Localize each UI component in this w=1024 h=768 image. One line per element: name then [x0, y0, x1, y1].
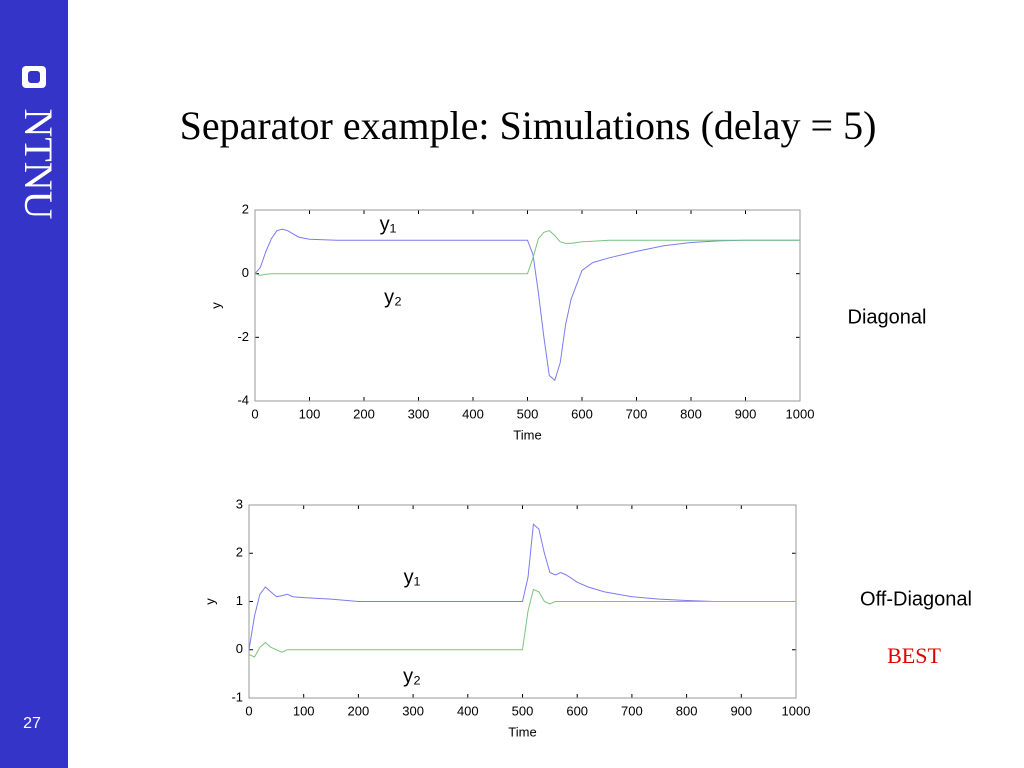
x-axis-label: Time — [513, 427, 541, 442]
logo-icon-inner — [28, 71, 40, 83]
plot-frame — [254, 209, 801, 402]
x-tick-label: 600 — [566, 703, 588, 718]
x-tick-label: 300 — [408, 406, 430, 421]
x-tick-label: 400 — [457, 703, 479, 718]
sidebar — [0, 0, 68, 768]
x-tick-label: 500 — [512, 703, 534, 718]
y-tick-label: -2 — [237, 329, 249, 344]
series-line — [254, 230, 800, 276]
slide-title: Separator example: Simulations (delay = … — [180, 103, 877, 148]
y-tick-label: -1 — [231, 689, 243, 704]
y-tick-label: 2 — [236, 545, 243, 560]
side-label: Diagonal — [848, 306, 927, 328]
series-line — [248, 588, 796, 658]
x-tick-label: 0 — [251, 406, 258, 421]
x-tick-label: 600 — [571, 406, 593, 421]
y-tick-label: -4 — [237, 392, 249, 407]
series-label: y₂ — [384, 286, 402, 308]
y-axis-label: y — [208, 302, 223, 309]
x-tick-label: 900 — [735, 406, 757, 421]
series-label: y₁ — [404, 566, 421, 588]
y-tick-label: 0 — [242, 265, 249, 280]
logo-text: NTNU — [16, 108, 61, 219]
x-tick-label: 1000 — [782, 703, 811, 718]
x-axis-label: Time — [508, 724, 536, 739]
page-number: 27 — [23, 715, 41, 732]
y-tick-label: 3 — [236, 496, 243, 511]
x-tick-label: 800 — [680, 406, 702, 421]
series-line — [254, 228, 800, 382]
x-tick-label: 900 — [730, 703, 752, 718]
x-tick-label: 300 — [402, 703, 424, 718]
side-label: Off-Diagonal — [860, 588, 972, 610]
y-tick-label: 2 — [242, 201, 249, 216]
y-axis-label: y — [202, 598, 217, 605]
x-tick-label: 400 — [462, 406, 484, 421]
series-label: y₂ — [403, 665, 421, 687]
x-tick-label: 200 — [353, 406, 375, 421]
x-tick-label: 200 — [348, 703, 370, 718]
remark: BEST — [887, 643, 941, 668]
x-tick-label: 100 — [293, 703, 315, 718]
x-tick-label: 100 — [299, 406, 321, 421]
x-tick-label: 700 — [626, 406, 648, 421]
x-tick-label: 1000 — [786, 406, 815, 421]
x-tick-label: 700 — [621, 703, 643, 718]
series-label: y₁ — [380, 213, 397, 235]
x-tick-label: 500 — [517, 406, 539, 421]
y-tick-label: 1 — [236, 593, 243, 608]
x-tick-label: 800 — [676, 703, 698, 718]
series-line — [248, 523, 796, 650]
x-tick-label: 0 — [245, 703, 252, 718]
y-tick-label: 0 — [236, 641, 243, 656]
